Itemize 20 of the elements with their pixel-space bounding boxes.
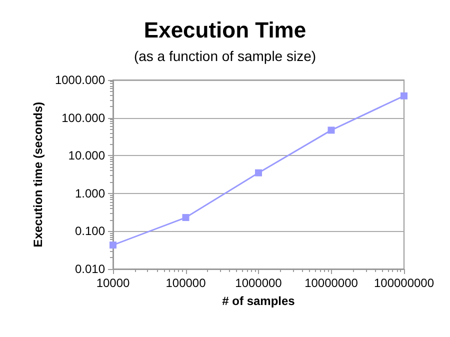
point xyxy=(255,169,262,176)
y-tick-label: 1.000 xyxy=(74,186,106,200)
y-tick-label: 10.000 xyxy=(68,148,106,163)
point xyxy=(328,126,335,134)
chart-subtitle: (as a function of sample size) xyxy=(134,48,316,64)
point xyxy=(400,92,408,100)
x-tick-label: 10000000 xyxy=(304,276,358,290)
y-tick-label: 0.100 xyxy=(74,224,106,238)
x-tick-label: 10000 xyxy=(96,276,130,290)
chart-title: Execution Time xyxy=(144,18,306,42)
y-tick-label: 100.000 xyxy=(62,110,106,125)
x-tick-label: 100000 xyxy=(166,276,206,290)
x-tick-label: 1000000 xyxy=(235,276,282,290)
x-tick-label: 100000000 xyxy=(374,276,434,290)
y-axis-title: Execution time (seconds) xyxy=(31,102,46,248)
y-tick-label: 0.010 xyxy=(74,262,106,276)
point xyxy=(110,242,116,249)
point xyxy=(182,214,190,222)
x-axis-title: # of samples xyxy=(222,294,296,308)
y-tick-label: 1000.000 xyxy=(54,73,106,87)
